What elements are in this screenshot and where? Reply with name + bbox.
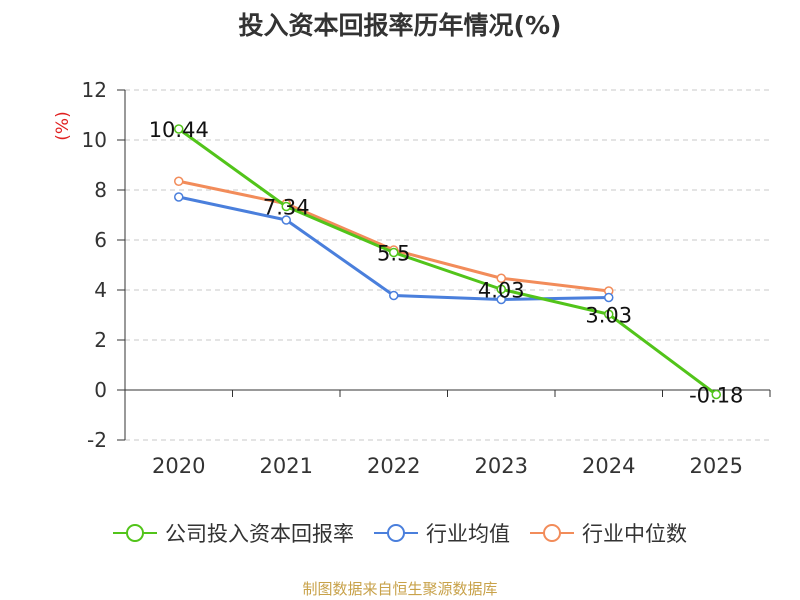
series-line-2: [178, 179, 609, 293]
x-tick-label-2020: 2020: [152, 454, 205, 478]
data-point-s0-2020: [174, 124, 184, 134]
data-point-s0-2022: [389, 247, 399, 258]
y-tick-label: 4: [94, 278, 107, 302]
data-point-s2-2020: [174, 176, 184, 186]
data-point-s0-2023: [496, 284, 506, 294]
x-tick-label-2022: 2022: [367, 454, 420, 478]
legend-label-industry-mean: 行业均值: [426, 522, 510, 546]
data-point-s0-2024: [604, 309, 614, 319]
data-point-s2-2023: [496, 273, 506, 283]
legend-swatch-industry-mean: [374, 524, 418, 542]
legend-item-company[interactable]: 公司投入资本回报率: [113, 518, 354, 548]
y-tick-label: 2: [94, 328, 107, 352]
legend: 公司投入资本回报率 行业均值 行业中位数: [0, 518, 800, 548]
data-label-2025: -0.18: [689, 384, 743, 408]
legend-label-company: 公司投入资本回报率: [165, 522, 354, 546]
data-point-s1-2021: [281, 215, 291, 225]
data-point-s1-2020: [174, 192, 184, 202]
y-tick-label: 12: [82, 78, 107, 102]
legend-item-industry-mean[interactable]: 行业均值: [374, 518, 510, 548]
y-tick-label: 0: [94, 378, 107, 402]
data-point-s1-2024: [604, 292, 614, 303]
data-point-s1-2022: [389, 290, 399, 301]
legend-label-industry-median: 行业中位数: [582, 522, 687, 546]
chart-title: 投入资本回报率历年情况(%): [238, 11, 562, 40]
x-tick-label-2023: 2023: [475, 454, 528, 478]
data-point-s0-2025: [711, 389, 721, 400]
series-line-0: [177, 127, 718, 396]
y-tick-label: 6: [94, 228, 107, 252]
x-tick-label-2025: 2025: [690, 454, 743, 478]
x-tick-label-2021: 2021: [260, 454, 313, 478]
legend-swatch-company: [113, 524, 157, 542]
y-axis-unit-label: (%): [53, 111, 73, 140]
data-label-2023: 4.03: [478, 278, 525, 302]
data-point-s0-2021: [281, 201, 291, 212]
source-note: 制图数据来自恒生聚源数据库: [302, 580, 498, 598]
data-label-2020: 10.44: [149, 118, 209, 142]
y-tick-label: 8: [94, 178, 107, 202]
data-point-s1-2023: [496, 294, 506, 305]
data-label-2022: 5.5: [377, 242, 410, 266]
x-tick-label-2024: 2024: [582, 454, 635, 478]
legend-swatch-industry-median: [530, 524, 574, 542]
legend-item-industry-median[interactable]: 行业中位数: [530, 518, 687, 548]
data-label-2021: 7.34: [263, 196, 310, 220]
y-tick-label: 10: [82, 128, 107, 152]
data-label-2024: 3.03: [585, 303, 632, 327]
y-tick-label: -2: [87, 428, 107, 452]
